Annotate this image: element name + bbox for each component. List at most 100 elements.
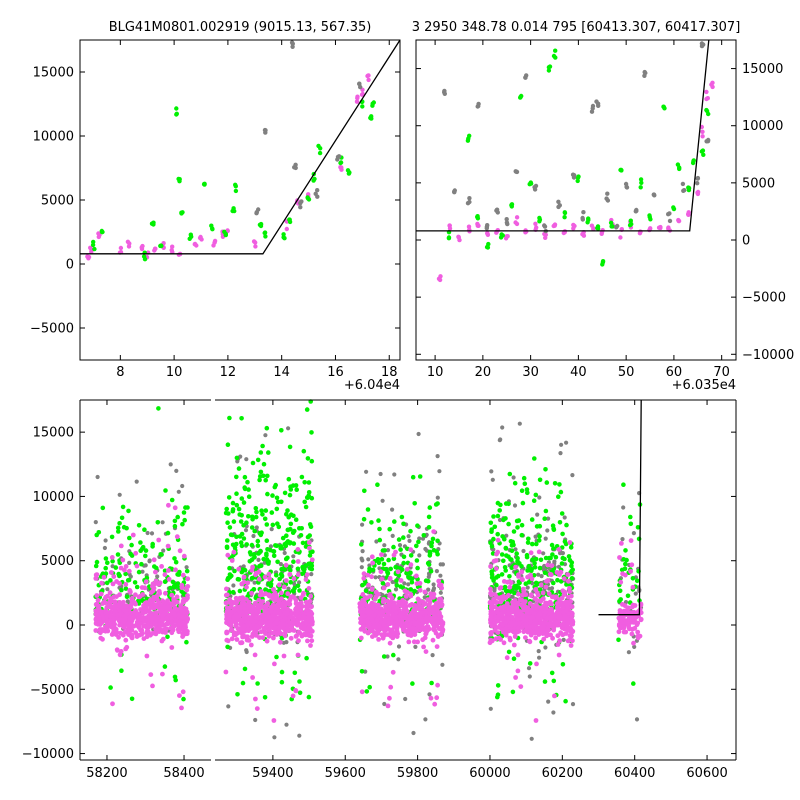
data-point-pink: [95, 612, 101, 617]
data-point-green: [538, 557, 544, 563]
data-point-gray: [313, 191, 318, 196]
data-point-pink: [591, 226, 596, 232]
data-point-pink: [599, 231, 604, 236]
data-point-green: [136, 569, 142, 575]
data-point-pink: [551, 223, 556, 229]
x-tick-label: 16: [327, 365, 344, 380]
data-point-green: [534, 541, 539, 547]
data-point-pink: [117, 617, 123, 623]
data-point-green: [526, 536, 531, 542]
data-point-gray: [263, 433, 268, 438]
data-point-pink: [536, 549, 542, 555]
data-point-gray: [537, 655, 542, 660]
data-point-green: [246, 514, 251, 519]
data-point-pink: [406, 639, 412, 645]
data-point-pink: [112, 599, 118, 605]
data-point-gray: [125, 599, 130, 604]
data-point-gray: [149, 531, 155, 536]
data-point-green: [507, 574, 512, 579]
data-point-pink: [105, 593, 110, 599]
data-point-pink: [424, 624, 430, 630]
data-point-green: [169, 497, 175, 503]
data-point-pink: [223, 600, 229, 606]
data-point-gray: [558, 451, 563, 456]
data-point-pink: [253, 572, 258, 578]
data-point-pink: [545, 562, 551, 568]
y-tick-label: 0: [66, 258, 74, 273]
data-point-green: [278, 546, 284, 551]
x-tick-label: 12: [220, 365, 237, 380]
data-point-pink: [144, 653, 150, 659]
data-point-pink: [168, 618, 174, 624]
data-point-pink: [125, 239, 131, 244]
data-point-green: [414, 558, 420, 563]
data-point-gray: [252, 580, 257, 585]
data-point-pink: [293, 620, 299, 625]
data-point-pink: [635, 629, 641, 635]
data-point-green: [227, 565, 232, 571]
data-point-green: [533, 492, 539, 498]
data-point-pink: [276, 625, 282, 630]
data-point-green: [661, 104, 666, 110]
data-point-green: [361, 516, 367, 522]
data-point-green: [288, 484, 293, 490]
data-point-green: [124, 594, 130, 600]
data-point-green: [123, 571, 128, 577]
data-point-green: [408, 553, 414, 558]
data-point-green: [271, 553, 277, 559]
data-point-green: [230, 589, 236, 595]
data-point-pink: [519, 625, 525, 630]
data-point-green: [488, 520, 494, 526]
data-point-green: [416, 539, 421, 545]
data-point-pink: [381, 585, 387, 591]
data-point-green: [564, 522, 569, 528]
data-point-pink: [396, 599, 401, 605]
data-point-pink: [272, 598, 278, 603]
data-point-green: [409, 576, 415, 582]
data-point-gray: [604, 196, 609, 201]
data-point-pink: [568, 643, 574, 648]
data-point-pink: [365, 572, 371, 578]
data-point-green: [99, 229, 105, 235]
data-point-pink: [557, 597, 562, 603]
data-point-green: [110, 558, 115, 564]
data-point-green: [387, 526, 393, 532]
data-point-pink: [143, 609, 148, 615]
data-point-pink: [265, 601, 271, 606]
x-tick-label: 50: [618, 365, 635, 380]
data-point-gray: [605, 191, 610, 196]
data-point-pink: [365, 630, 371, 636]
data-point-pink: [618, 579, 624, 585]
data-point-green: [264, 522, 270, 527]
data-point-gray: [134, 479, 139, 484]
data-point-green: [240, 680, 246, 686]
data-point-green: [292, 670, 298, 676]
data-point-green: [246, 487, 251, 492]
data-point-pink: [358, 635, 364, 641]
data-point-pink: [510, 620, 515, 625]
x-tick-label: 60: [666, 365, 683, 380]
data-point-green: [380, 548, 386, 553]
data-point-gray: [269, 527, 274, 532]
data-point-green: [119, 668, 124, 673]
data-point-pink: [299, 604, 305, 609]
data-point-green: [170, 579, 176, 585]
data-point-pink: [171, 597, 177, 603]
data-point-gray: [393, 587, 399, 592]
data-point-pink: [417, 587, 423, 593]
data-point-pink: [185, 629, 190, 634]
data-point-green: [446, 236, 452, 241]
data-point-pink: [103, 615, 109, 620]
data-point-gray: [581, 210, 586, 215]
data-point-green: [172, 584, 177, 590]
data-point-pink: [148, 672, 154, 677]
data-point-pink: [503, 626, 509, 632]
data-point-pink: [242, 606, 247, 611]
data-point-pink: [548, 607, 554, 612]
data-point-green: [287, 492, 293, 498]
data-point-gray: [281, 640, 286, 645]
data-point-green: [421, 533, 427, 538]
data-point-pink: [566, 594, 571, 600]
data-point-green: [258, 450, 264, 455]
data-point-pink: [628, 569, 633, 574]
